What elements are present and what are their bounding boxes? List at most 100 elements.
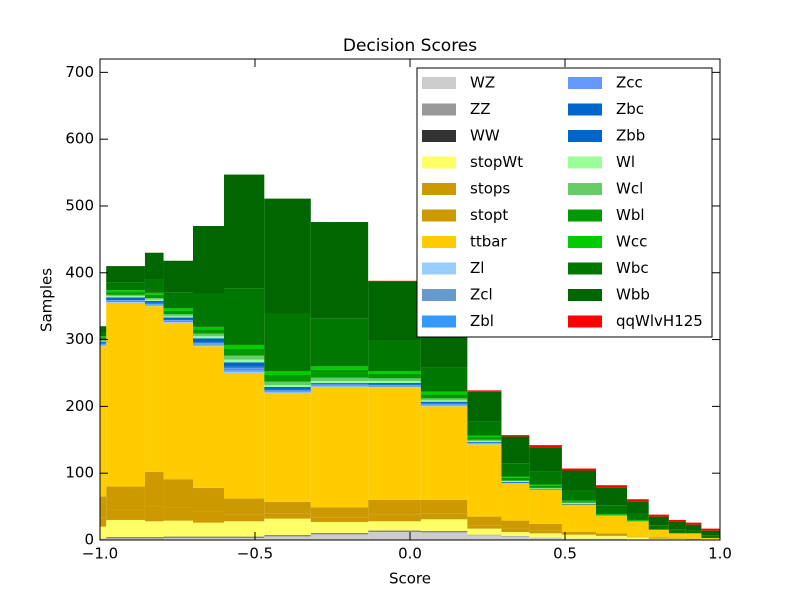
histogram-bar	[106, 266, 145, 283]
histogram-bar	[193, 293, 224, 327]
histogram-bar	[368, 387, 421, 388]
histogram-bar	[561, 468, 596, 471]
histogram-bar	[467, 435, 502, 438]
histogram-bar	[100, 340, 107, 342]
histogram-bar	[501, 481, 530, 482]
histogram-bar	[163, 308, 193, 311]
histogram-bar	[264, 513, 311, 519]
histogram-bar	[310, 318, 369, 367]
histogram-bar	[685, 522, 702, 525]
histogram-bar	[668, 529, 686, 534]
histogram-bar	[596, 535, 627, 539]
histogram-bar	[420, 531, 468, 532]
histogram-bar	[264, 391, 311, 392]
histogram-bar	[368, 340, 421, 371]
histogram-bar	[668, 533, 686, 538]
histogram-bar	[467, 441, 502, 443]
histogram-bar	[529, 447, 562, 472]
legend-swatch	[568, 77, 602, 89]
histogram-bar	[144, 305, 164, 307]
legend-swatch	[422, 156, 456, 169]
histogram-bar	[144, 538, 164, 540]
histogram-bar	[193, 537, 224, 538]
legend-swatch	[568, 262, 602, 275]
histogram-bar	[100, 337, 107, 340]
histogram-bar	[648, 514, 669, 517]
histogram-bar	[368, 514, 421, 522]
histogram-bar	[501, 463, 530, 477]
histogram-bar	[264, 198, 311, 314]
histogram-bar	[596, 514, 627, 516]
histogram-bar	[106, 509, 145, 520]
histogram-bar	[467, 443, 502, 444]
histogram-bar	[420, 404, 468, 406]
histogram-bar	[163, 314, 193, 317]
histogram-bar	[106, 302, 145, 487]
x-tick-label: 0.0	[398, 545, 422, 563]
histogram-bar	[144, 521, 164, 538]
y-tick-label: 0	[84, 531, 94, 549]
histogram-bar	[561, 503, 596, 505]
histogram-bar	[420, 391, 468, 395]
legend-swatch	[568, 156, 602, 169]
legend-swatch	[568, 315, 602, 328]
histogram-bar	[144, 299, 164, 301]
legend-label: Zbc	[616, 100, 644, 118]
histogram-bar	[144, 302, 164, 304]
histogram-bar	[106, 297, 145, 300]
y-tick-label: 400	[65, 263, 94, 281]
histogram-bar	[596, 515, 627, 534]
histogram-bar	[163, 479, 193, 508]
histogram-bar	[368, 385, 421, 386]
histogram-bar	[310, 384, 369, 386]
histogram-bar	[193, 522, 224, 537]
histogram-bar	[529, 537, 562, 540]
histogram-bar	[310, 387, 369, 508]
histogram-bar	[163, 536, 193, 538]
histogram-bar	[100, 346, 107, 497]
legend: WZ ZZ WW stopWt stops stopt ttbar Zl Zcl Zbl Zcc Zb…	[416, 67, 713, 338]
histogram-bar	[368, 383, 421, 385]
histogram-bar	[310, 507, 369, 518]
legend-label: qqWlvH125	[616, 312, 703, 330]
histogram-bar	[648, 538, 669, 540]
histogram-bar	[106, 292, 145, 295]
histogram-bar	[310, 383, 369, 385]
histogram-bar	[100, 343, 107, 345]
histogram-bar	[596, 505, 627, 514]
histogram-bar	[100, 326, 107, 333]
histogram-bar	[501, 536, 530, 540]
legend-label: Wbl	[616, 206, 645, 224]
histogram-bar	[529, 445, 562, 448]
histogram-bar	[224, 366, 265, 368]
histogram-bar	[467, 516, 502, 526]
histogram-bar	[224, 367, 265, 369]
histogram-bar	[100, 336, 107, 338]
histogram-bar	[310, 377, 369, 382]
y-tick-label: 600	[65, 130, 94, 148]
histogram-bar	[561, 502, 596, 504]
histogram-bar	[106, 486, 145, 510]
histogram-bar	[310, 517, 369, 522]
histogram-bar	[627, 520, 649, 522]
histogram-bar	[106, 302, 145, 303]
histogram-bar	[561, 501, 596, 503]
histogram-bar	[529, 530, 562, 534]
histogram-bar	[501, 481, 530, 483]
histogram-bar	[224, 371, 265, 373]
histogram-bar	[144, 298, 164, 300]
legend-label: Zcl	[470, 286, 493, 304]
histogram-bar	[144, 304, 164, 305]
histogram-bar	[310, 381, 369, 384]
histogram-bar	[501, 477, 530, 481]
x-axis-label: Score	[389, 570, 431, 588]
histogram-bar	[501, 435, 530, 437]
histogram-bar	[106, 300, 145, 302]
histogram-bar	[561, 533, 596, 535]
histogram-bar	[627, 521, 649, 537]
legend-swatch	[422, 289, 456, 301]
histogram-bar	[596, 515, 627, 516]
histogram-bar	[420, 400, 468, 402]
histogram-bar	[224, 348, 265, 356]
